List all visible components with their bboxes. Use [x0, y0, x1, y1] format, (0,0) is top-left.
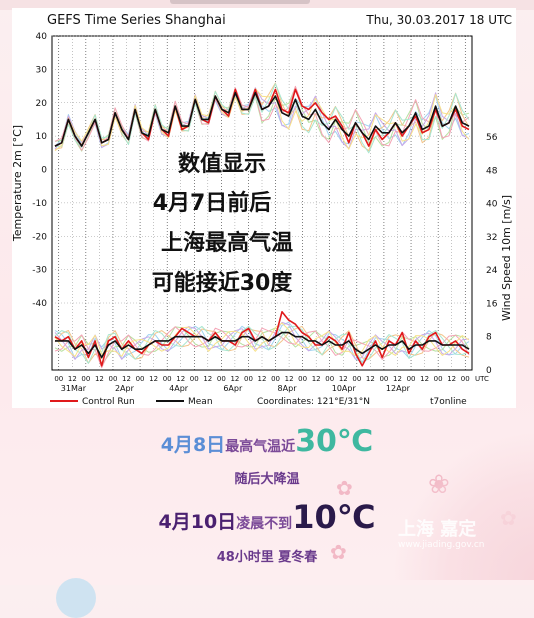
gefs-chart: GEFS Time Series Shanghai Thu, 30.03.201…: [12, 13, 513, 407]
y-left-tick-label: 20: [36, 99, 48, 109]
x-tick-label: 00: [163, 375, 172, 383]
x-tick-label: 12: [420, 375, 429, 383]
x-tick-label: 12: [122, 375, 131, 383]
y-left-tick-label: -40: [32, 299, 47, 309]
caption-line-4: 48小时里 夏冬春: [216, 550, 318, 565]
axes: 00 12 00 12 00 12 00 12 00 12 00 12 00 12 00 12 00 12 00 12…: [32, 32, 497, 393]
watermark: 上海 嘉定: [398, 519, 477, 540]
x-tick-label: 12: [366, 375, 375, 383]
x-tick-label: 00: [461, 375, 470, 383]
x-tick-label: 00: [81, 375, 90, 383]
legend-control-label: Control Run: [82, 397, 135, 407]
y-right-tick-label: 40: [486, 200, 498, 210]
y-right-tick-label: 8: [486, 333, 492, 343]
ensemble-temperature-line: [54, 83, 470, 154]
annotation: 数值显示 4月7日前后 上海最高气温 可能接近30度: [152, 151, 294, 296]
legend: Control Run Mean Coordinates: 121°E/31°N…: [50, 397, 467, 407]
logo-icon: [56, 578, 96, 618]
ensemble-temperature-line: [54, 87, 470, 150]
caption-date-1: 4月8日: [160, 434, 226, 456]
x-tick-label: 00: [190, 375, 199, 383]
grid: [52, 35, 472, 370]
x-tick-label: 12: [230, 375, 239, 383]
x-tick-label: 00: [352, 375, 361, 383]
top-strip: [0, 0, 534, 10]
y-left-tick-label: 40: [36, 32, 48, 42]
run-time: Thu, 30.03.2017 18 UTC: [365, 13, 512, 27]
caption-line-3: 4月10日凌晨不到10℃: [0, 498, 534, 538]
mean-temperature-line: [54, 91, 470, 147]
x-tick-label: 12: [312, 375, 321, 383]
x-tick-label: 00: [379, 375, 388, 383]
x-tick-label: 12: [203, 375, 212, 383]
x-tick-label: UTC: [475, 375, 489, 383]
x-date-label: 10Apr: [332, 384, 357, 393]
flower-icon: ✿: [330, 540, 347, 564]
caption-line-2: 随后大降温: [234, 472, 300, 487]
x-tick-label: 12: [285, 375, 294, 383]
cropped-header: [170, 0, 310, 4]
x-tick-label: 00: [271, 375, 280, 383]
caption-value-2: 10℃: [292, 498, 376, 536]
y-left-tick-label: -20: [32, 232, 47, 242]
x-tick-label: 12: [339, 375, 348, 383]
mean-wind-line: [55, 331, 470, 359]
caption-text-1: 最高气温近: [225, 439, 296, 455]
x-tick-label: 00: [54, 375, 63, 383]
y-right-label: Wind Speed 10m [m/s]: [500, 195, 513, 321]
caption-text-2: 凌晨不到: [236, 516, 293, 532]
y-left-tick-label: 10: [36, 132, 48, 142]
series: [54, 82, 470, 369]
x-tick-label: 12: [447, 375, 456, 383]
flower-icon: ✿: [336, 476, 353, 500]
y-left-tick-label: 0: [41, 166, 47, 176]
x-tick-label: 12: [393, 375, 402, 383]
x-tick-label: 00: [136, 375, 145, 383]
annotation-line-1: 数值显示: [178, 151, 266, 177]
fan-decoration: [392, 430, 534, 580]
caption-value-1: 30℃: [295, 424, 374, 459]
caption-line-1: 4月8日最高气温近30℃: [0, 424, 534, 464]
x-date-label: 6Apr: [223, 384, 243, 393]
ensemble-wind-line: [54, 322, 470, 357]
y-right-tick-label: 16: [486, 299, 498, 309]
caption-date-2: 4月10日: [158, 511, 237, 533]
legend-mean-label: Mean: [188, 397, 213, 407]
x-date-label: 2Apr: [115, 384, 135, 393]
y-right-tick-label: 56: [486, 133, 498, 143]
credit: t7online: [430, 397, 467, 407]
annotation-line-2: 4月7日前后: [153, 190, 272, 216]
y-left-tick-label: 30: [36, 65, 48, 75]
y-right-tick-label: 24: [486, 266, 498, 276]
x-tick-label: 00: [298, 375, 307, 383]
x-tick-label: 12: [95, 375, 104, 383]
y-left-label: Temperature 2m [°C]: [12, 125, 24, 242]
annotation-line-3: 上海最高气温: [161, 230, 293, 256]
y-right-tick-label: 32: [486, 233, 497, 243]
x-tick-label: 12: [68, 375, 77, 383]
annotation-line-4: 可能接近30度: [152, 270, 294, 296]
x-tick-label: 00: [244, 375, 253, 383]
y-right-tick-label: 48: [486, 166, 498, 176]
chart-title: GEFS Time Series Shanghai: [47, 13, 226, 28]
x-date-label: 4Apr: [169, 384, 189, 393]
x-tick-label: 12: [258, 375, 267, 383]
y-left-tick-label: -30: [32, 266, 47, 276]
ensemble-wind-line: [54, 321, 470, 360]
y-left-tick-label: -10: [32, 199, 47, 209]
chart-card: GEFS Time Series Shanghai Thu, 30.03.201…: [12, 8, 516, 408]
x-tick-label: 00: [217, 375, 226, 383]
x-tick-label: 12: [149, 375, 158, 383]
y-right-tick-label: 0: [486, 366, 492, 376]
x-tick-label: 00: [434, 375, 443, 383]
watermark-url: www.jiading.gov.cn: [398, 540, 485, 550]
x-tick-label: 00: [325, 375, 334, 383]
coordinates: Coordinates: 121°E/31°N: [257, 397, 370, 407]
x-date-label: 8Apr: [278, 384, 298, 393]
x-date-label: 12Apr: [386, 384, 411, 393]
x-date-label: 31Mar: [61, 384, 87, 393]
x-tick-label: 00: [407, 375, 416, 383]
x-tick-label: 12: [176, 375, 185, 383]
x-tick-label: 00: [109, 375, 118, 383]
